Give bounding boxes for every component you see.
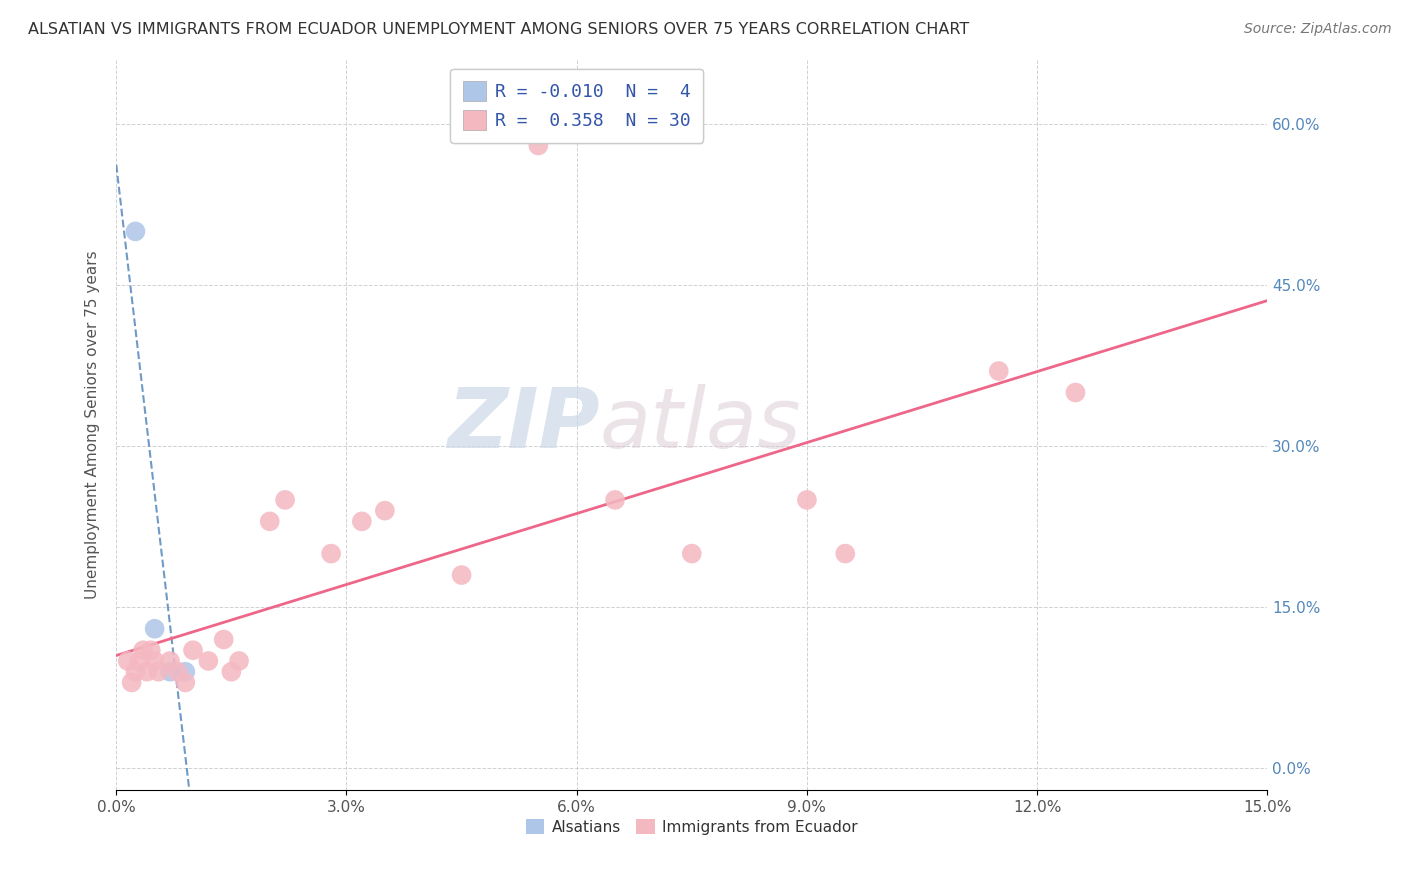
Legend: R = -0.010  N =  4, R =  0.358  N = 30: R = -0.010 N = 4, R = 0.358 N = 30: [450, 69, 703, 143]
Point: [143, 622, 166, 636]
Point: [221, 665, 243, 679]
Point: [681, 547, 703, 561]
Point: [1064, 385, 1087, 400]
Point: [117, 654, 139, 668]
Point: [128, 654, 150, 668]
Point: [143, 654, 166, 668]
Text: ALSATIAN VS IMMIGRANTS FROM ECUADOR UNEMPLOYMENT AMONG SENIORS OVER 75 YEARS COR: ALSATIAN VS IMMIGRANTS FROM ECUADOR UNEM…: [28, 22, 969, 37]
Point: [174, 675, 197, 690]
Point: [132, 643, 155, 657]
Point: [321, 547, 343, 561]
Point: [166, 665, 188, 679]
Point: [174, 665, 197, 679]
Text: Source: ZipAtlas.com: Source: ZipAtlas.com: [1244, 22, 1392, 37]
Point: [603, 492, 626, 507]
Point: [159, 665, 181, 679]
Point: [987, 364, 1010, 378]
Point: [350, 514, 373, 528]
Text: ZIP: ZIP: [447, 384, 600, 466]
Point: [212, 632, 235, 647]
Point: [274, 492, 297, 507]
Point: [136, 665, 159, 679]
Point: [159, 654, 181, 668]
Point: [450, 568, 472, 582]
Point: [259, 514, 281, 528]
Point: [527, 138, 550, 153]
Point: [148, 665, 170, 679]
Text: atlas: atlas: [600, 384, 801, 466]
Point: [834, 547, 856, 561]
Point: [121, 675, 143, 690]
Y-axis label: Unemployment Among Seniors over 75 years: Unemployment Among Seniors over 75 years: [86, 251, 100, 599]
Point: [181, 643, 204, 657]
Point: [197, 654, 219, 668]
Point: [228, 654, 250, 668]
Point: [124, 665, 146, 679]
Point: [139, 643, 162, 657]
Point: [796, 492, 818, 507]
Point: [374, 503, 396, 517]
Point: [124, 224, 146, 238]
